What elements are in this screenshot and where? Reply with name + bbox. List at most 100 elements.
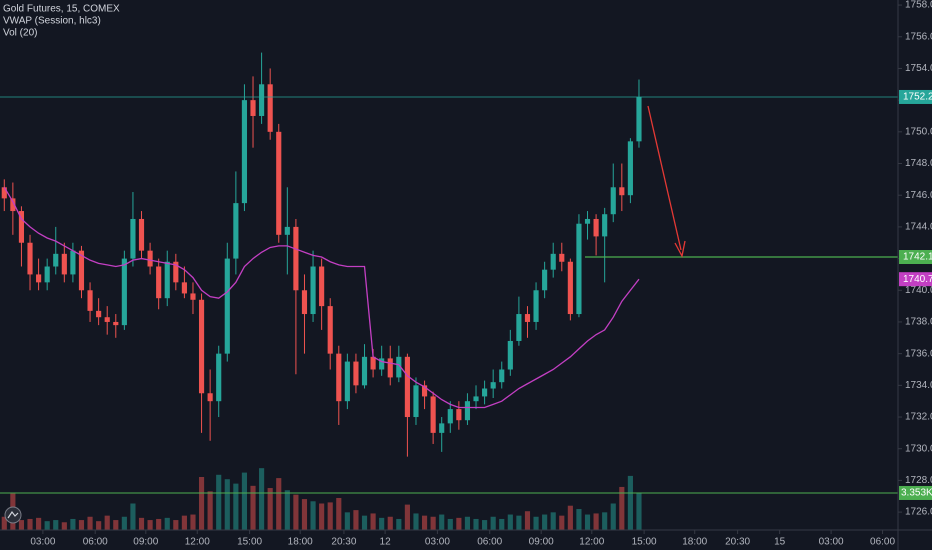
volume-bar: [353, 510, 359, 530]
candle-body: [464, 401, 471, 421]
volume-bar: [44, 521, 50, 530]
volume-bar: [164, 517, 170, 530]
volume-bar: [301, 499, 308, 530]
volume-bar: [473, 518, 479, 530]
volume-bar: [576, 509, 582, 530]
candle-body: [567, 261, 573, 315]
volume-bar: [396, 518, 402, 530]
x-tick-label: 09:00: [529, 537, 554, 548]
y-tick-label: 1726.0: [905, 507, 932, 518]
y-tick-label: 1734.0: [905, 380, 932, 391]
volume-bar: [533, 516, 539, 530]
volume-bar: [456, 517, 462, 530]
y-tick-label: 1736.0: [905, 348, 932, 359]
vwap-line: [3, 186, 640, 409]
volume-bar: [121, 516, 127, 530]
candle-body: [156, 266, 162, 299]
candle-body: [301, 290, 308, 315]
y-tick-label: 1732.0: [905, 412, 932, 423]
y-tick-label: 1750.0: [905, 126, 932, 137]
candle-body: [344, 361, 350, 402]
candle-body: [147, 250, 153, 267]
y-tick-label: 1730.0: [905, 443, 932, 454]
candle-body: [70, 250, 76, 275]
y-tick-label: 1728.0: [905, 475, 932, 486]
volume-bar: [336, 497, 342, 530]
volume-bar: [559, 515, 565, 530]
candle-body: [387, 358, 393, 378]
indicator-label: VWAP (Session, hlc3): [3, 16, 101, 27]
volume-bar: [276, 478, 282, 530]
volume-bar: [387, 516, 393, 530]
candle-body: [44, 266, 50, 283]
volume-bar: [241, 472, 248, 530]
candle-body: [267, 84, 273, 132]
arrow-head: [674, 240, 686, 258]
candle-body: [27, 242, 33, 275]
volume-bar: [421, 515, 428, 530]
candle-body: [10, 198, 16, 212]
volume-bar: [53, 520, 59, 530]
candle-body: [241, 100, 248, 204]
volume-bar: [250, 485, 256, 530]
volume-bar: [61, 522, 67, 530]
candle-body: [130, 218, 136, 259]
volume-bar: [138, 517, 145, 530]
candle-body: [96, 310, 102, 318]
candle-body: [173, 261, 179, 283]
candle-body: [104, 317, 110, 322]
candle-body: [121, 258, 127, 326]
volume-bar: [207, 491, 213, 530]
x-tick-label: 18:00: [288, 537, 313, 548]
candle-body: [319, 266, 325, 307]
candle-body: [627, 141, 633, 196]
x-tick-label: 18:00: [682, 537, 707, 548]
candle-body: [310, 266, 316, 315]
candle-body: [233, 203, 239, 259]
candle-body: [18, 211, 25, 243]
candle-body: [293, 226, 299, 291]
volume-bar: [113, 520, 119, 530]
volume-bar: [482, 520, 488, 530]
candle-body: [164, 261, 170, 299]
x-tick-label: 12: [380, 537, 392, 548]
arrow-line: [647, 105, 682, 251]
volume-bar: [1, 516, 7, 530]
candle-body: [113, 321, 119, 326]
x-tick-label: 06:00: [870, 537, 895, 548]
volume-bar: [190, 514, 196, 530]
candle-body: [353, 361, 359, 386]
volume-bar: [602, 512, 608, 530]
volume-bar: [96, 521, 102, 530]
candle-body: [53, 253, 59, 267]
x-tick-label: 06:00: [477, 537, 502, 548]
candle-body: [542, 269, 548, 291]
candle-body: [284, 226, 290, 235]
candle-body: [1, 187, 7, 199]
y-tick-label: 1756.0: [905, 31, 932, 42]
y-tick-label: 1758.0: [905, 0, 932, 11]
plot-area: [0, 52, 898, 530]
candle-body: [636, 96, 642, 142]
volume-bar: [130, 503, 136, 530]
volume-bar: [18, 520, 25, 530]
candle-body: [216, 353, 222, 402]
x-tick-label: 20:30: [725, 537, 750, 548]
candle-body: [602, 214, 608, 237]
volume-bar: [404, 504, 410, 530]
x-tick-label: 15:00: [237, 537, 262, 548]
logo[interactable]: [4, 506, 22, 524]
volume-bar: [430, 516, 436, 530]
volume-bar: [619, 486, 625, 530]
volume-bar: [293, 494, 299, 530]
candle-body: [584, 218, 591, 224]
price-tag: [899, 249, 932, 264]
volume-bar: [181, 515, 187, 530]
volume-bar: [370, 513, 376, 530]
volume-bar: [490, 516, 496, 530]
candle-body: [224, 258, 230, 354]
volume-bar: [259, 468, 265, 530]
volume-bar: [327, 502, 333, 530]
volume-bar: [516, 515, 522, 530]
